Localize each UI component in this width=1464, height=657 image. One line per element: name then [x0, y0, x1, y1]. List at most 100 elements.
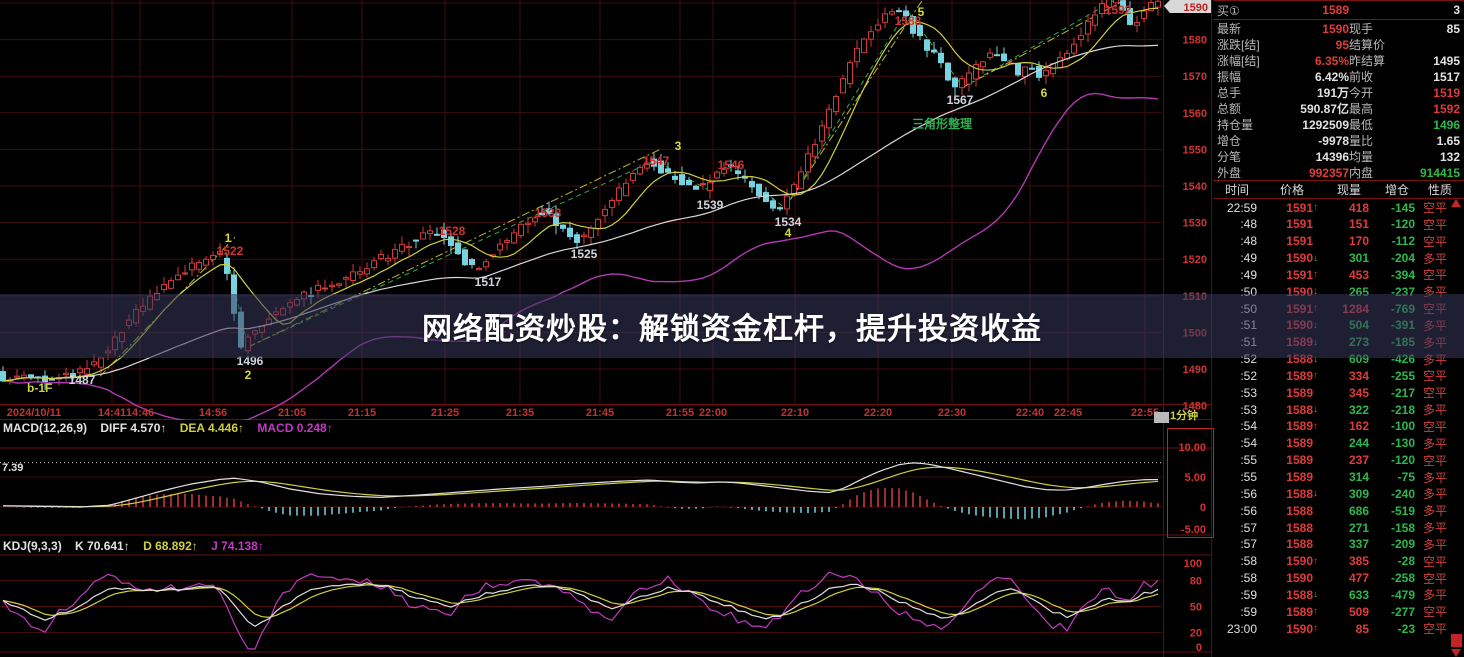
tick-time: :52 — [1240, 368, 1257, 383]
tick-price: 1588 — [1286, 402, 1313, 417]
chart-period-label[interactable]: 1分钟 — [1170, 410, 1199, 422]
tick-nature: 多平 — [1423, 588, 1448, 603]
scroll-down-icon[interactable] — [1451, 649, 1461, 657]
tick-nature: 空平 — [1423, 386, 1448, 401]
tick-price: 1591 — [1286, 217, 1313, 232]
tick-nature: 空平 — [1423, 268, 1448, 283]
main-candlestick-chart[interactable]: 1487152214961528151715331525154715391546… — [0, 0, 1212, 420]
tick-row[interactable]: :49 1591 ↑ 453 -394 空平 — [1213, 266, 1464, 283]
tick-row[interactable]: :51 1589 ↓ 273 -185 多平 — [1213, 334, 1464, 351]
svg-text:1: 1 — [225, 231, 232, 245]
tick-row[interactable]: :59 1589 ↑ 509 -277 空平 — [1213, 603, 1464, 620]
quote-row: 涨跌[结] 95 结算价 — [1213, 36, 1464, 53]
svg-text:21:35: 21:35 — [506, 407, 534, 419]
tick-time: :59 — [1240, 587, 1257, 602]
svg-text:14:41: 14:41 — [98, 407, 126, 419]
quote-value: 95 — [1335, 37, 1349, 52]
tick-row[interactable]: :53 1588 ↓ 322 -218 多平 — [1213, 401, 1464, 418]
quote-label: 量比 — [1349, 134, 1374, 148]
tick-nature: 空平 — [1423, 234, 1448, 249]
svg-text:1490: 1490 — [1183, 364, 1207, 376]
tick-nature: 空平 — [1423, 622, 1448, 637]
tick-row[interactable]: :55 1589 314 -75 多平 — [1213, 469, 1464, 486]
tick-row[interactable]: :55 1589 237 -120 空平 — [1213, 452, 1464, 469]
tick-row[interactable]: :50 1591 ↑ 1284 -769 空平 — [1213, 300, 1464, 317]
tick-row[interactable]: :58 1590 477 -258 空平 — [1213, 570, 1464, 587]
svg-text:22:30: 22:30 — [938, 407, 966, 419]
tick-column-header[interactable]: 价格 — [1279, 183, 1304, 197]
tick-volume: 385 — [1348, 554, 1369, 569]
scrollbar-thumb[interactable] — [1451, 634, 1462, 647]
tick-row[interactable]: :57 1588 271 -158 多平 — [1213, 519, 1464, 536]
kdj-axis: 100 80 50 20 0 — [1184, 558, 1202, 654]
svg-text:0: 0 — [1200, 502, 1206, 514]
price-direction-icon: ↓ — [1313, 319, 1318, 331]
tick-position-change: -204 — [1390, 251, 1415, 266]
quote-value: 3 — [1453, 3, 1460, 17]
tick-nature: 多平 — [1423, 470, 1448, 485]
tick-position-change: -391 — [1390, 318, 1415, 333]
tick-row[interactable]: :52 1589 ↑ 334 -255 空平 — [1213, 367, 1464, 384]
tick-position-change: -394 — [1390, 267, 1415, 282]
quote-label: 涨幅[结] — [1217, 54, 1260, 68]
tick-row[interactable]: :48 1591 151 -120 空平 — [1213, 216, 1464, 233]
price-direction-icon: ↓ — [1313, 488, 1318, 500]
tick-row[interactable]: :59 1588 ↓ 633 -479 多平 — [1213, 586, 1464, 603]
tick-time: :50 — [1240, 301, 1257, 316]
tick-row[interactable]: :56 1588 ↓ 309 -240 多平 — [1213, 485, 1464, 502]
tick-volume: 322 — [1348, 402, 1369, 417]
tick-time: :56 — [1240, 486, 1257, 501]
tick-price: 1589 — [1286, 453, 1313, 468]
quote-value: 132 — [1439, 149, 1460, 164]
tick-time: :54 — [1240, 419, 1257, 434]
tick-column-header[interactable]: 时间 — [1224, 183, 1249, 197]
tick-column-header[interactable]: 增仓 — [1384, 183, 1409, 197]
kdj-chart[interactable]: 100 80 50 20 0 — [0, 554, 1212, 657]
quote-value: -9978 — [1318, 133, 1349, 148]
price-direction-icon: ↑ — [1313, 303, 1318, 315]
quote-label: 前收 — [1349, 70, 1374, 84]
tick-row[interactable]: :53 1589 345 -217 空平 — [1213, 384, 1464, 401]
tick-row[interactable]: :56 1588 686 -519 多平 — [1213, 502, 1464, 519]
tick-price: 1590 — [1286, 284, 1313, 299]
tick-nature: 空平 — [1423, 419, 1448, 434]
tick-volume: 418 — [1348, 200, 1369, 215]
kdj-j-value: J 74.138↑ — [211, 539, 264, 553]
kdj-indicator-header[interactable]: KDJ(9,3,3) K 70.641↑ D 68.892↑ J 74.138↑ — [0, 539, 1163, 555]
svg-text:-5.00: -5.00 — [1181, 524, 1206, 536]
scroll-up-icon[interactable] — [1451, 199, 1461, 207]
tick-column-header[interactable]: 现量 — [1336, 183, 1361, 197]
svg-text:21:25: 21:25 — [431, 407, 459, 419]
tick-row[interactable]: :49 1590 ↓ 301 -204 多平 — [1213, 250, 1464, 267]
tick-row[interactable]: 23:00 1590 ↑ 85 -23 空平 — [1213, 620, 1464, 637]
tick-row[interactable]: 22:59 1591 ↑ 418 -145 空平 — [1213, 199, 1464, 216]
tick-row[interactable]: :51 1590 ↓ 504 -391 多平 — [1213, 317, 1464, 334]
quote-label: 总额 — [1217, 102, 1242, 116]
tick-row[interactable]: :48 1591 170 -112 空平 — [1213, 233, 1464, 250]
macd-indicator-header[interactable]: MACD(12,26,9) DIFF 4.570↑ DEA 4.446↑ MAC… — [0, 421, 1163, 437]
tick-row[interactable]: :54 1589 ↑ 162 -100 空平 — [1213, 418, 1464, 435]
tick-position-change: -237 — [1390, 284, 1415, 299]
svg-text:0: 0 — [1196, 642, 1202, 654]
tick-row[interactable]: :50 1590 ↓ 265 -237 多平 — [1213, 283, 1464, 300]
tick-position-change: -112 — [1391, 234, 1415, 249]
tick-nature: 空平 — [1423, 217, 1448, 232]
macd-chart[interactable]: 7.39 10.00 5.00 0 -5.00 — [0, 437, 1212, 537]
quote-row: 分笔 14396 均量 132 — [1213, 148, 1464, 165]
tick-row[interactable]: :57 1588 337 -209 多平 — [1213, 536, 1464, 553]
tick-position-change: -100 — [1390, 419, 1415, 434]
tick-nature: 多平 — [1423, 487, 1448, 502]
tick-row[interactable]: :54 1589 244 -130 多平 — [1213, 435, 1464, 452]
tick-row[interactable]: :58 1590 ↑ 385 -28 空平 — [1213, 553, 1464, 570]
axis-corner-widget[interactable] — [1154, 412, 1169, 423]
tick-price: 1588 — [1286, 520, 1313, 535]
tick-table: 22:59 1591 ↑ 418 -145 空平:48 1591 151 -120 空平:48 15… — [1213, 199, 1464, 637]
tick-position-change: -120 — [1390, 217, 1415, 232]
price-direction-icon: ↑ — [1313, 269, 1318, 281]
tick-position-change: -255 — [1390, 368, 1415, 383]
tick-volume: 162 — [1348, 419, 1369, 434]
tick-column-header[interactable]: 性质 — [1427, 183, 1452, 197]
quote-row: 涨幅[结] 6.35% 昨结算 1495 — [1213, 52, 1464, 69]
macd-selection-box — [1167, 428, 1214, 538]
tick-row[interactable]: :52 1588 ↓ 609 -426 多平 — [1213, 351, 1464, 368]
